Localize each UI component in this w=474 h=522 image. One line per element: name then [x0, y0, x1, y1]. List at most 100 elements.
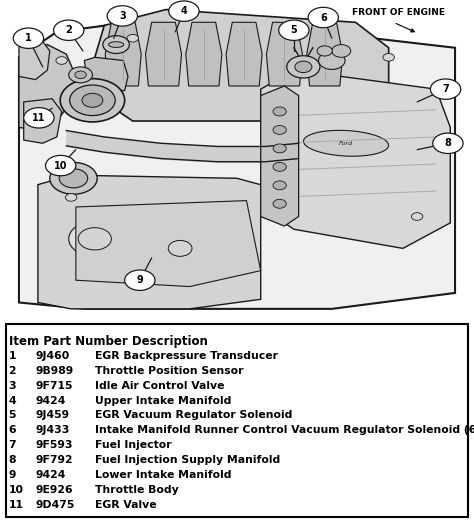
- Circle shape: [273, 199, 286, 208]
- Circle shape: [69, 221, 121, 256]
- Circle shape: [107, 6, 137, 26]
- Text: 1: 1: [25, 33, 32, 43]
- Circle shape: [169, 1, 199, 21]
- Circle shape: [59, 169, 88, 188]
- Text: EGR Vacuum Regulator Solenoid: EGR Vacuum Regulator Solenoid: [95, 410, 292, 420]
- Text: 4: 4: [9, 396, 16, 406]
- Text: 11: 11: [9, 500, 24, 509]
- Text: Lower Intake Manifold: Lower Intake Manifold: [95, 470, 231, 480]
- Circle shape: [433, 133, 463, 153]
- Polygon shape: [226, 22, 262, 86]
- Circle shape: [127, 34, 138, 42]
- Circle shape: [273, 181, 286, 190]
- Polygon shape: [24, 99, 62, 143]
- Circle shape: [435, 139, 447, 147]
- Circle shape: [273, 144, 286, 153]
- Polygon shape: [266, 22, 302, 86]
- Circle shape: [430, 79, 461, 99]
- Text: 9J460: 9J460: [36, 351, 70, 361]
- Circle shape: [54, 20, 84, 40]
- Circle shape: [168, 241, 192, 256]
- Text: 8: 8: [9, 455, 16, 465]
- Circle shape: [75, 71, 86, 79]
- Polygon shape: [84, 57, 128, 91]
- Circle shape: [103, 35, 129, 53]
- Text: 6: 6: [9, 425, 16, 435]
- Text: 9E926: 9E926: [36, 485, 73, 495]
- Text: 9: 9: [9, 470, 16, 480]
- Text: 10: 10: [9, 485, 24, 495]
- Text: 3: 3: [9, 381, 16, 390]
- Circle shape: [60, 79, 125, 122]
- Polygon shape: [19, 38, 50, 80]
- Text: 2: 2: [65, 25, 72, 35]
- Text: Ford: Ford: [339, 141, 353, 146]
- Circle shape: [273, 125, 286, 134]
- Circle shape: [308, 7, 338, 28]
- Text: 4: 4: [181, 6, 187, 16]
- Polygon shape: [19, 16, 455, 309]
- Ellipse shape: [109, 42, 124, 48]
- Text: 7: 7: [442, 84, 449, 94]
- Polygon shape: [146, 22, 182, 86]
- Polygon shape: [186, 22, 222, 86]
- Text: 9D475: 9D475: [36, 500, 75, 509]
- Circle shape: [24, 108, 54, 128]
- Text: 1: 1: [9, 351, 16, 361]
- Text: FRONT OF ENGINE: FRONT OF ENGINE: [352, 8, 445, 17]
- Polygon shape: [19, 44, 76, 130]
- Polygon shape: [261, 86, 299, 226]
- Circle shape: [295, 61, 312, 73]
- Text: Intake Manifold Runner Control Vacuum Regulator Solenoid (6 Req'd): Intake Manifold Runner Control Vacuum Re…: [95, 425, 474, 435]
- Circle shape: [273, 162, 286, 171]
- Text: 9424: 9424: [36, 396, 66, 406]
- Circle shape: [273, 107, 286, 116]
- Circle shape: [160, 235, 200, 262]
- Text: Throttle Body: Throttle Body: [95, 485, 179, 495]
- Circle shape: [13, 28, 44, 49]
- Text: 9F715: 9F715: [36, 381, 73, 390]
- Text: 6: 6: [320, 13, 327, 22]
- Text: 9F792: 9F792: [36, 455, 73, 465]
- Polygon shape: [85, 9, 389, 121]
- Text: EGR Valve: EGR Valve: [95, 500, 156, 509]
- Circle shape: [279, 20, 309, 40]
- Circle shape: [332, 44, 351, 57]
- Circle shape: [287, 56, 320, 78]
- Text: 8: 8: [445, 138, 451, 148]
- Polygon shape: [76, 200, 261, 287]
- Text: Fuel Injector: Fuel Injector: [95, 440, 172, 450]
- Circle shape: [70, 85, 115, 115]
- Circle shape: [288, 28, 300, 35]
- Text: 9424: 9424: [36, 470, 66, 480]
- Text: 9B989: 9B989: [36, 366, 74, 376]
- Text: 5: 5: [291, 25, 297, 35]
- Text: 9J459: 9J459: [36, 410, 70, 420]
- Text: Throttle Position Sensor: Throttle Position Sensor: [95, 366, 243, 376]
- Polygon shape: [38, 175, 261, 309]
- Text: 11: 11: [32, 113, 46, 123]
- Circle shape: [50, 162, 97, 194]
- Circle shape: [383, 53, 394, 61]
- Circle shape: [56, 57, 67, 64]
- FancyBboxPatch shape: [6, 324, 468, 517]
- Circle shape: [46, 156, 76, 176]
- Text: 5: 5: [9, 410, 16, 420]
- Text: 7: 7: [9, 440, 16, 450]
- Circle shape: [411, 212, 423, 220]
- Circle shape: [317, 46, 332, 56]
- Text: Fuel Injection Supply Manifold: Fuel Injection Supply Manifold: [95, 455, 280, 465]
- Text: 3: 3: [119, 11, 126, 21]
- Circle shape: [69, 67, 92, 83]
- Text: Item Part Number Description: Item Part Number Description: [9, 335, 208, 348]
- Ellipse shape: [303, 130, 389, 156]
- Text: Idle Air Control Valve: Idle Air Control Valve: [95, 381, 224, 390]
- Text: 9J433: 9J433: [36, 425, 70, 435]
- Text: Upper Intake Manifold: Upper Intake Manifold: [95, 396, 231, 406]
- Text: 10: 10: [54, 161, 67, 171]
- Text: 2: 2: [9, 366, 16, 376]
- Text: 9: 9: [137, 275, 143, 285]
- Text: 9F593: 9F593: [36, 440, 73, 450]
- Polygon shape: [261, 70, 450, 248]
- Circle shape: [78, 228, 111, 250]
